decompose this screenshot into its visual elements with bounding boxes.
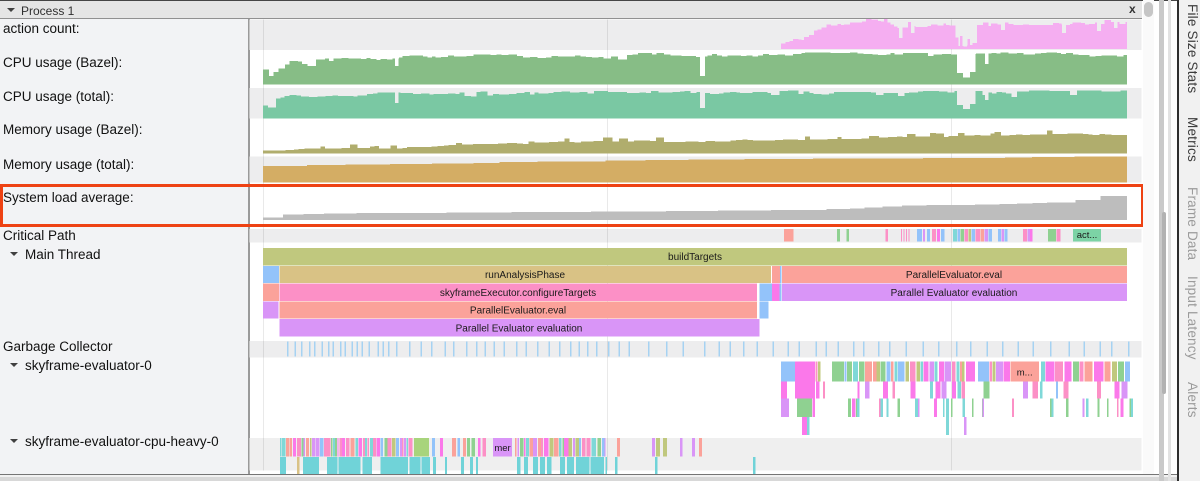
svg-text:mer: mer [494, 443, 510, 454]
svg-text:buildTargets: buildTargets [668, 252, 722, 263]
svg-text:m...: m... [1017, 368, 1033, 379]
svg-text:ParallelEvaluator.eval: ParallelEvaluator.eval [470, 306, 566, 317]
svg-text:runAnalysisPhase: runAnalysisPhase [485, 270, 565, 281]
svg-text:ParallelEvaluator.eval: ParallelEvaluator.eval [906, 270, 1002, 281]
svg-text:skyframeExecutor.configureTarg: skyframeExecutor.configureTargets [440, 288, 596, 299]
svg-text:Parallel Evaluator evaluation: Parallel Evaluator evaluation [891, 288, 1018, 299]
svg-text:Parallel Evaluator evaluation: Parallel Evaluator evaluation [456, 323, 583, 334]
svg-text:act...: act... [1077, 230, 1098, 241]
